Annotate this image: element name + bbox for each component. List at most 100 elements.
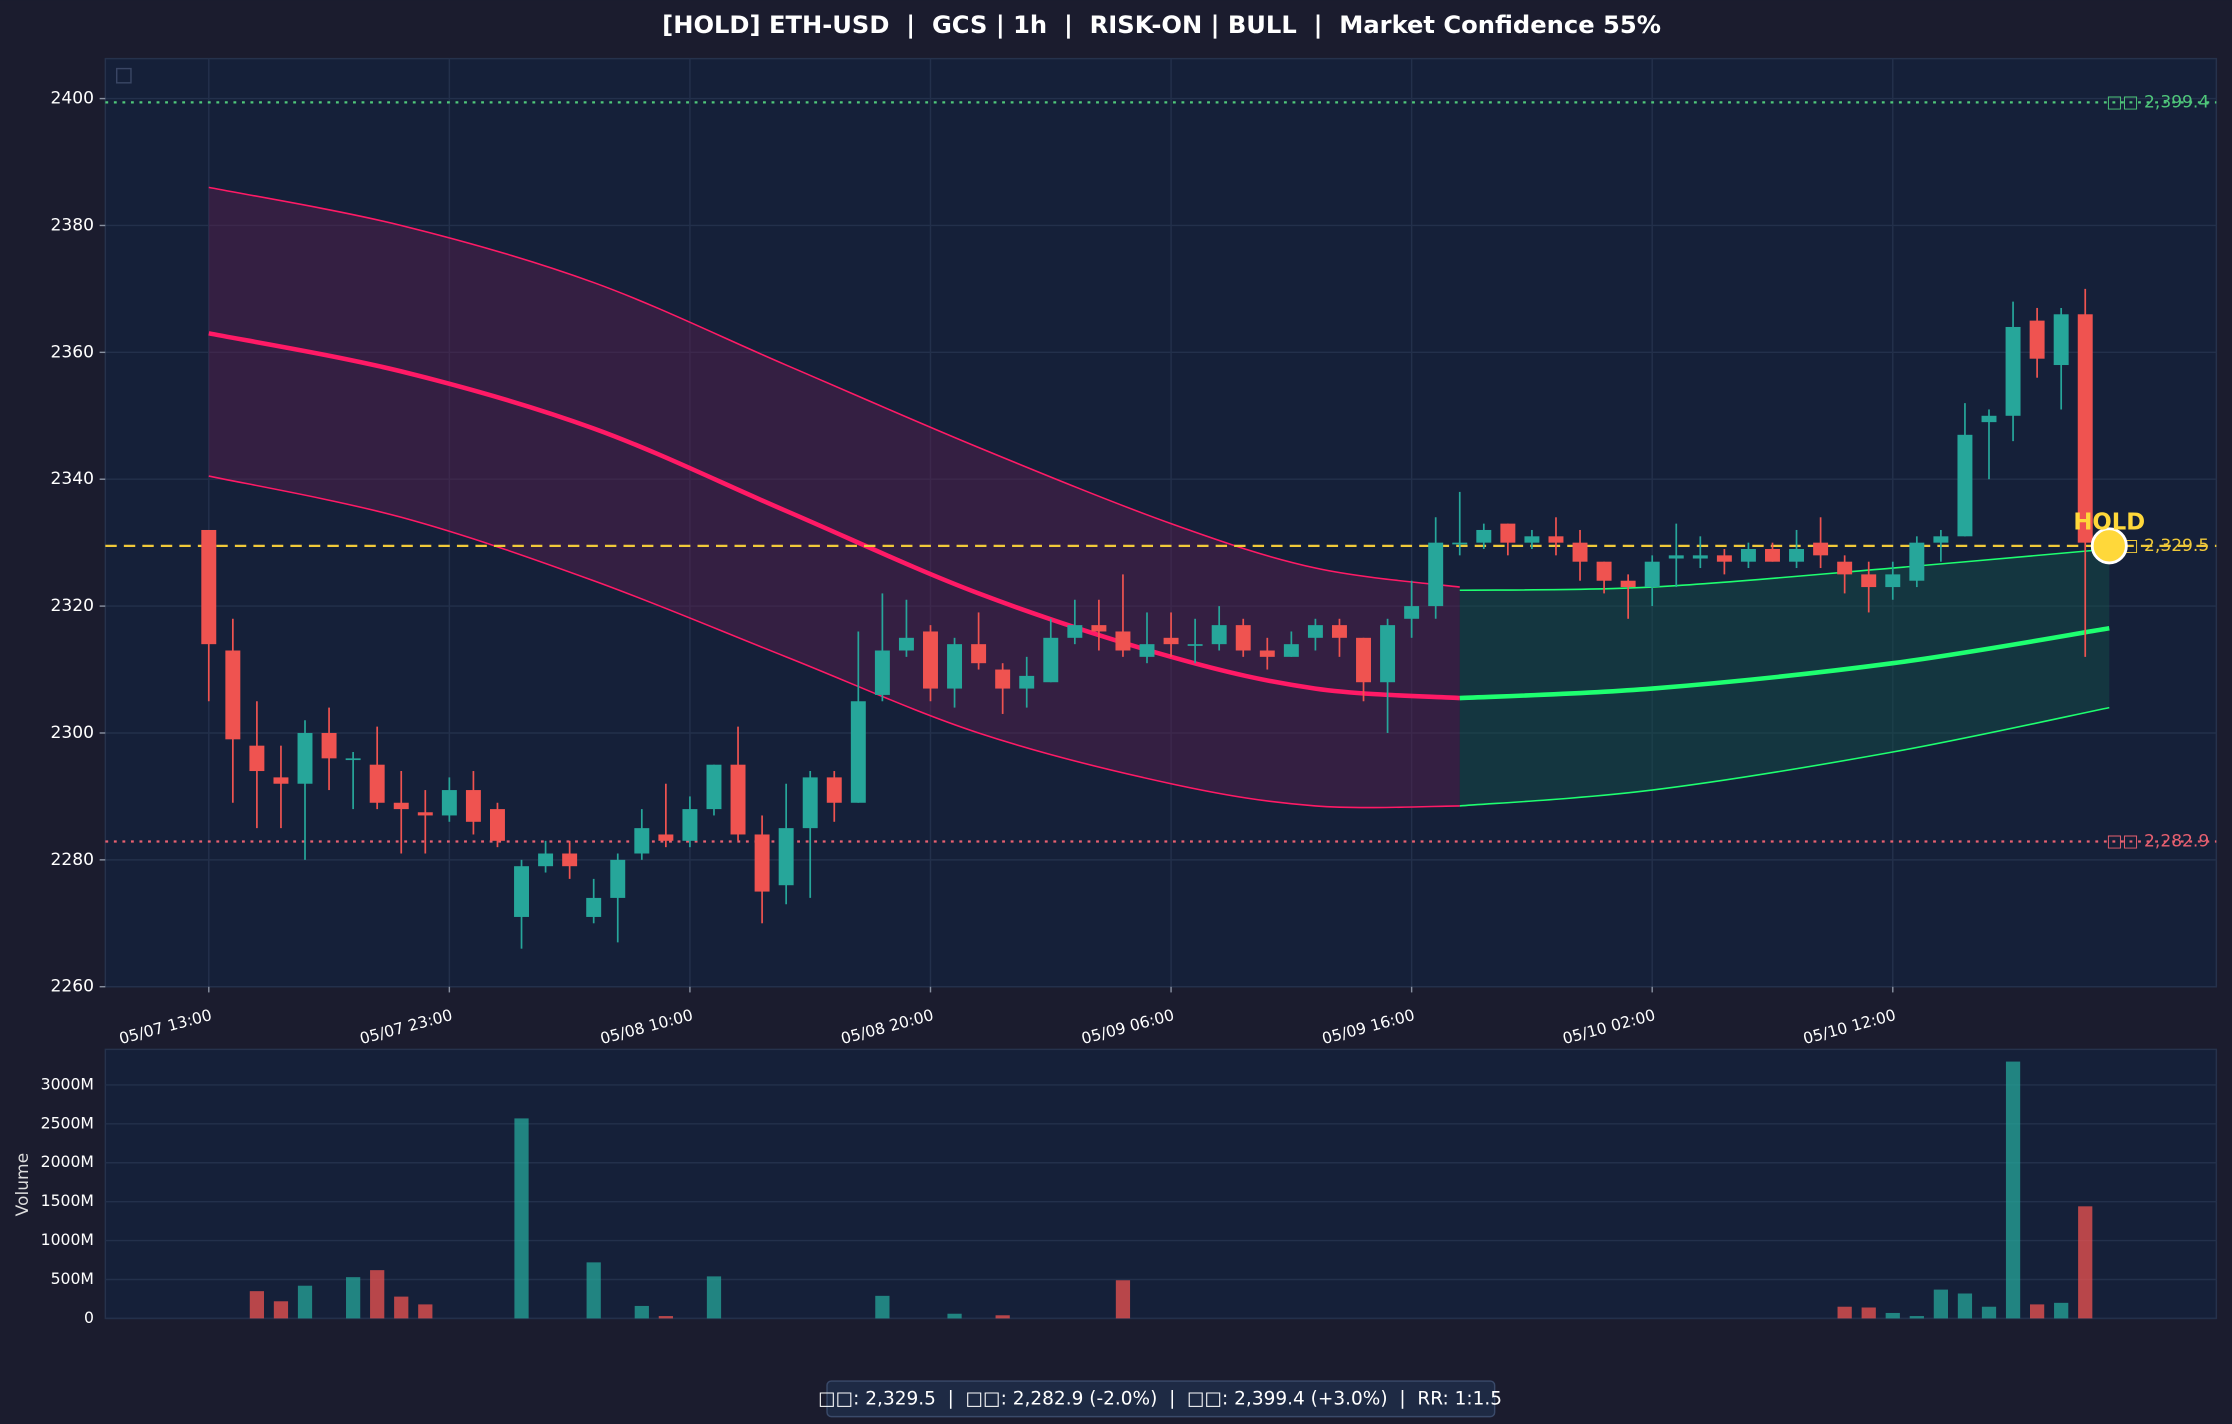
candle-body xyxy=(971,644,987,664)
candle-body xyxy=(1307,625,1323,638)
volume-bar xyxy=(1909,1316,1924,1319)
volume-bar xyxy=(706,1276,722,1319)
candle-body xyxy=(947,644,963,689)
candle-body xyxy=(1548,536,1564,543)
candle-body xyxy=(1981,415,1997,423)
candle-body xyxy=(1139,644,1155,657)
candle-body xyxy=(321,732,337,759)
candle-body xyxy=(1259,650,1275,657)
volume-bar xyxy=(995,1315,1010,1319)
volume-bar xyxy=(297,1285,313,1319)
candle-body xyxy=(2005,326,2021,416)
volume-bar xyxy=(947,1313,962,1319)
candle-body xyxy=(634,828,650,854)
candle-body xyxy=(1740,549,1756,562)
y-tick-label: 0 xyxy=(84,1308,94,1327)
candle-body xyxy=(1235,625,1251,651)
candle-body xyxy=(1019,675,1035,689)
candle-body xyxy=(1043,637,1059,683)
candle-body xyxy=(1644,561,1660,588)
channel-center xyxy=(1459,626,2110,701)
candle-body xyxy=(1428,542,1444,607)
volume-bar xyxy=(273,1301,289,1319)
candle-body xyxy=(826,777,842,803)
candle-body xyxy=(369,764,385,803)
candle-body xyxy=(1620,580,1636,588)
candle-body xyxy=(898,637,914,651)
y-tick-label: 2000M xyxy=(41,1152,94,1171)
y-tick-label: 2280 xyxy=(50,850,93,870)
candle-body xyxy=(465,790,481,822)
candle-body xyxy=(1211,625,1227,645)
y-tick-label: 2340 xyxy=(50,469,93,489)
level-label: □□ 2,282.9 xyxy=(2106,831,2209,851)
candle-body xyxy=(441,790,457,816)
volume-bar xyxy=(418,1304,433,1319)
price-panel xyxy=(104,57,2218,988)
chart-title: [HOLD] ETH-USD | GCS | 1h | RISK-ON | BU… xyxy=(662,11,1661,39)
candle-body xyxy=(1789,549,1805,562)
candle-body xyxy=(1067,625,1083,638)
candle-body xyxy=(658,834,674,841)
candle-body xyxy=(995,669,1011,689)
candle-body xyxy=(1524,536,1540,543)
volume-axis-label: Volume xyxy=(13,1153,33,1217)
candle-body xyxy=(201,529,217,645)
candle-body xyxy=(850,701,866,803)
candle-body xyxy=(802,777,818,829)
y-tick-label: 500M xyxy=(51,1269,94,1288)
candle-body xyxy=(1187,644,1203,646)
candle-body xyxy=(586,897,602,917)
candle-body xyxy=(538,853,554,867)
candle-body xyxy=(1933,536,1949,543)
y-tick-label: 2360 xyxy=(50,342,93,362)
candle-body xyxy=(706,764,722,810)
volume-bar xyxy=(370,1270,385,1319)
candle-body xyxy=(2053,314,2069,366)
candle-body xyxy=(345,758,361,761)
volume-bar xyxy=(1957,1293,1973,1319)
candle-body xyxy=(610,859,626,898)
volume-bar xyxy=(1933,1289,1949,1319)
level-label: □□ 2,399.4 xyxy=(2106,92,2209,112)
volume-bar xyxy=(2029,1304,2045,1319)
volume-bar xyxy=(2078,1206,2093,1319)
candle-body xyxy=(682,809,698,841)
candle-body xyxy=(273,777,289,784)
candle-body xyxy=(1163,637,1179,645)
candle-body xyxy=(1885,574,1901,588)
candle-body xyxy=(514,866,529,917)
channel-center xyxy=(208,331,1460,701)
volume-bar xyxy=(1981,1306,1997,1319)
volume-bar xyxy=(875,1295,890,1319)
candle-body xyxy=(1837,561,1853,575)
channel-band xyxy=(208,186,1460,588)
y-tick-label: 1500M xyxy=(41,1191,94,1210)
y-tick-label: 2260 xyxy=(50,977,93,997)
y-tick-label: 3000M xyxy=(41,1074,94,1093)
candle-body xyxy=(778,828,794,886)
candle-body xyxy=(923,631,938,689)
volume-bar xyxy=(1115,1280,1131,1319)
channel-band xyxy=(208,475,1460,809)
candle-body xyxy=(1861,574,1877,588)
volume-bar xyxy=(1861,1307,1876,1319)
y-tick-label: 2380 xyxy=(50,215,93,235)
volume-bar xyxy=(2054,1302,2069,1319)
candle-body xyxy=(1476,529,1492,543)
candle-body xyxy=(1356,637,1371,683)
volume-bar xyxy=(1885,1312,1900,1319)
candle-body xyxy=(562,853,578,867)
y-tick-label: 2320 xyxy=(50,596,93,616)
volume-bar xyxy=(514,1118,529,1319)
candle-body xyxy=(225,650,241,740)
volume-bar xyxy=(586,1262,601,1319)
channel-band xyxy=(1459,706,2110,807)
candle-body xyxy=(417,812,433,816)
candle-body xyxy=(393,802,409,810)
y-tick-label: 2400 xyxy=(50,89,93,109)
footer-box xyxy=(826,1380,1496,1418)
y-tick-label: 1000M xyxy=(41,1230,94,1249)
volume-panel xyxy=(104,1048,2218,1320)
